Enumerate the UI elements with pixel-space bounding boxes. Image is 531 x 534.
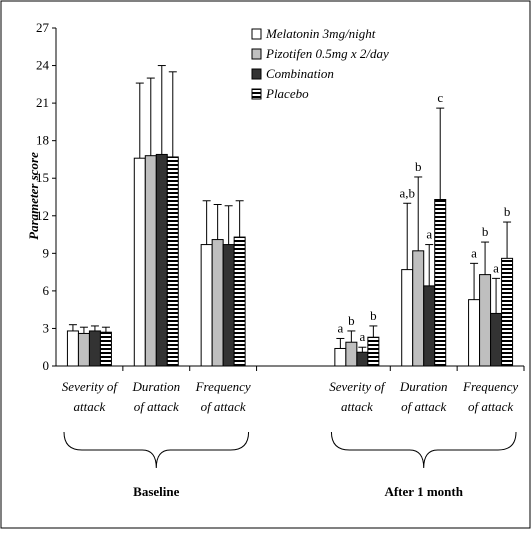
category-label: of attack (134, 399, 179, 414)
y-tick-label: 27 (36, 20, 50, 35)
legend-label: Placebo (265, 86, 309, 101)
significance-label: a (471, 245, 477, 260)
bar (144, 155, 157, 367)
bar (77, 332, 90, 367)
legend-swatch (251, 88, 262, 100)
bar (501, 257, 514, 367)
bar (356, 351, 369, 367)
category-label: Duration (399, 379, 448, 394)
y-tick-label: 15 (36, 170, 49, 185)
group-brace (330, 431, 517, 469)
legend-swatch (251, 28, 262, 40)
bar (211, 239, 224, 367)
y-axis: 0 3 6 9 12 15 18 21 24 27 (36, 20, 57, 373)
y-tick-label: 18 (36, 133, 49, 148)
significance-label: b (504, 204, 511, 219)
y-tick-label: 3 (43, 320, 50, 335)
bar (412, 250, 425, 367)
bar (200, 244, 213, 367)
y-tick-label: 12 (36, 208, 49, 223)
significance-label: a (493, 260, 499, 275)
y-tick-label: 9 (43, 245, 50, 260)
bar (222, 244, 235, 367)
bar (155, 153, 168, 367)
significance-label: a (337, 320, 343, 335)
bar (468, 299, 481, 367)
bar (233, 236, 246, 367)
category-label: Frequency (462, 379, 518, 394)
legend: Melatonin 3mg/night Pizotifen 0.5mg x 2/d… (251, 26, 389, 101)
bar (479, 274, 492, 367)
category-label: of attack (468, 399, 513, 414)
significance-label: b (370, 308, 377, 323)
group-brace (63, 431, 250, 469)
bar (166, 156, 179, 367)
bar (345, 341, 358, 367)
legend-label: Pizotifen 0.5mg x 2/day (265, 46, 389, 61)
legend-label: Combination (266, 66, 334, 81)
y-tick-label: 0 (43, 358, 50, 373)
y-tick-label: 21 (36, 95, 49, 110)
significance-label: b (348, 313, 355, 328)
significance-label: a (426, 227, 432, 242)
legend-label: Melatonin 3mg/night (265, 26, 376, 41)
bar (66, 330, 79, 367)
category-label: of attack (401, 399, 446, 414)
category-label: Severity of (62, 379, 120, 394)
bar (99, 331, 112, 367)
category-label: attack (341, 399, 373, 414)
significance-label: b (482, 224, 489, 239)
bar (334, 347, 347, 367)
y-tick-label: 6 (43, 283, 50, 298)
category-label: Severity of (329, 379, 387, 394)
category-label: Frequency (195, 379, 251, 394)
bar (401, 269, 414, 367)
significance-label: b (415, 159, 422, 174)
bar (434, 199, 447, 367)
group-label: After 1 month (384, 484, 463, 499)
bar (133, 157, 146, 367)
legend-swatch (251, 48, 262, 60)
legend-swatch (251, 68, 262, 80)
y-axis-label: Parameter score (26, 152, 41, 240)
y-tick-label: 24 (36, 58, 50, 73)
bar (88, 330, 101, 367)
significance-label: c (437, 90, 443, 105)
bar (490, 312, 503, 367)
x-axis: Severity of attack Duration of attack Freque… (56, 365, 525, 499)
significance-label: a,b (399, 185, 415, 200)
category-label: attack (74, 399, 106, 414)
category-label: of attack (201, 399, 246, 414)
group-label: Baseline (133, 484, 179, 499)
significance-label: a (359, 329, 365, 344)
category-label: Duration (131, 379, 180, 394)
bar (367, 336, 380, 367)
bar (423, 285, 436, 367)
